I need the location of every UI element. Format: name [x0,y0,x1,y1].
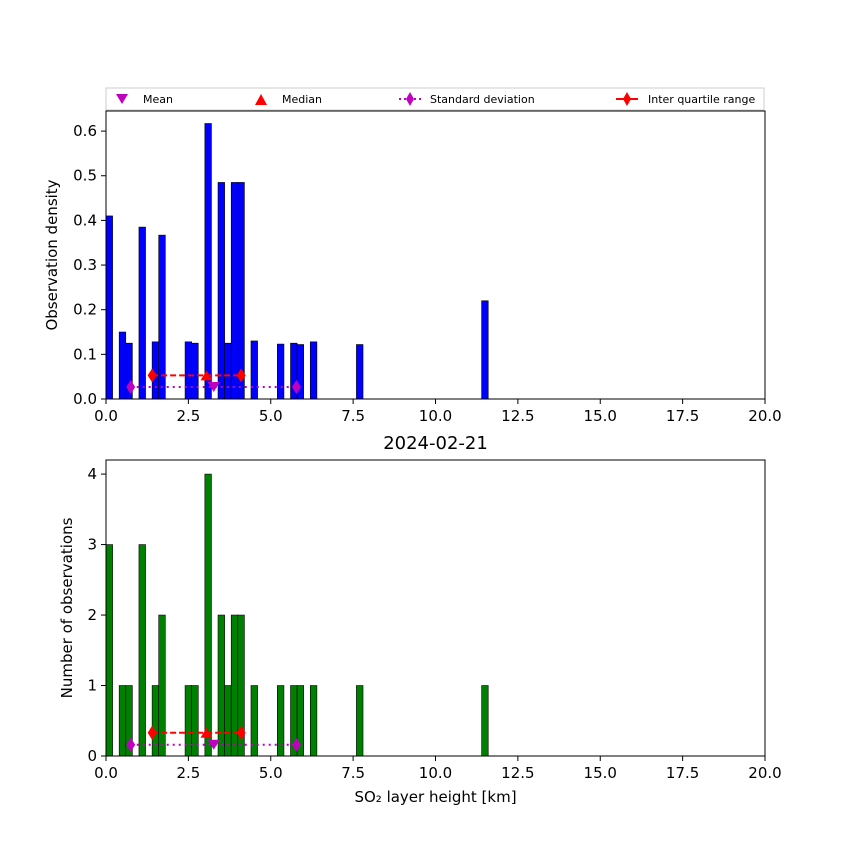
bar [184,341,192,400]
top-y-ticks: 0.0 0.1 0.2 0.3 0.4 0.5 0.6 [73,122,106,408]
iqr-marker [147,725,157,740]
bar [138,226,146,400]
x-tick-label: 12.5 [501,407,534,425]
legend-box [105,87,765,111]
y-tick-label: 2 [87,606,97,624]
bar [481,300,489,400]
legend-label-iqr: Inter quartile range [648,93,755,106]
y-tick-label: 4 [87,465,97,483]
bar [481,685,489,757]
y-tick-label: 3 [87,536,97,554]
bottom-x-ticks: 0.0 2.5 5.0 7.5 10.0 12.5 15.0 17.5 20.0 [94,756,782,782]
x-tick-label: 5.0 [259,764,283,782]
x-tick-label: 20.0 [748,407,781,425]
x-tick-label: 17.5 [666,764,699,782]
y-tick-label: 0.3 [73,256,97,274]
std-marker [126,737,136,752]
x-tick-label: 15.0 [584,764,617,782]
y-tick-label: 0.4 [73,211,97,229]
bar [138,544,146,757]
bar [277,685,285,757]
bar [204,473,212,757]
bar [250,340,258,400]
bottom-y-ticks: 0 1 2 3 4 [87,465,106,765]
bar [309,685,318,757]
bottom-y-axis-label: Number of observations [58,517,76,698]
bar [356,685,364,757]
x-tick-label: 2.5 [176,407,200,425]
bar [118,685,127,757]
top-x-ticks: 0.0 2.5 5.0 7.5 10.0 12.5 15.0 17.5 20.0 [94,399,782,425]
y-tick-label: 0.1 [73,345,97,363]
bar [204,123,212,400]
legend: Mean Median Standard deviation Inter qua… [105,87,765,111]
bar [309,341,318,400]
x-tick-label: 7.5 [341,407,365,425]
bottom-stats [126,725,301,752]
x-tick-label: 12.5 [501,764,534,782]
x-tick-label: 10.0 [419,407,452,425]
bottom-bars [105,473,489,757]
top-y-axis-label: Observation density [43,179,61,330]
y-tick-label: 0.2 [73,301,97,319]
median-marker [200,727,213,738]
top-stats [126,368,301,394]
x-tick-label: 0.0 [94,407,118,425]
x-tick-label: 20.0 [748,764,781,782]
iqr-marker [236,725,246,740]
iqr-marker [147,368,157,383]
bar [356,344,364,400]
legend-entry-std: Standard deviation [399,92,535,106]
bar [105,544,113,757]
bar [217,182,225,400]
bar [277,343,285,400]
std-marker [126,379,136,394]
x-tick-label: 0.0 [94,764,118,782]
y-tick-label: 0.6 [73,122,97,140]
y-tick-label: 0.0 [73,390,97,408]
legend-label-std: Standard deviation [430,93,535,106]
bar [118,331,127,400]
bottom-chart-title: 2024-02-21 [383,433,488,454]
top-chart-panel: 0.0 2.5 5.0 7.5 10.0 12.5 15.0 17.5 20.0 0.00.10… [43,110,782,425]
legend-label-median: Median [282,93,322,106]
x-tick-label: 5.0 [259,407,283,425]
legend-entry-median: Median [255,93,322,106]
bar [224,342,232,400]
median-marker [200,370,213,381]
y-tick-label: 1 [87,677,97,695]
x-tick-label: 2.5 [176,764,200,782]
bar [158,614,166,757]
mean-marker [207,739,220,750]
std-marker [291,737,301,752]
x-tick-label: 15.0 [584,407,617,425]
legend-label-mean: Mean [143,93,173,106]
legend-entry-mean: Mean [116,93,173,106]
bottom-chart-panel: 2024-02-21 0.0 2.5 5.0 7.5 10.0 12.5 15.0 17.5 2… [58,433,782,806]
median-marker-icon [255,94,267,105]
bottom-x-axis-label: SO₂ layer height [km] [354,788,516,806]
bar [191,342,199,400]
x-tick-label: 7.5 [341,764,365,782]
x-tick-label: 10.0 [419,764,452,782]
bar [237,182,245,400]
top-bars [105,123,489,400]
bar [230,182,239,400]
bar [217,614,225,757]
iqr-marker [236,368,246,383]
std-marker [291,379,301,394]
y-tick-label: 0 [87,747,97,765]
x-tick-label: 17.5 [666,407,699,425]
y-tick-label: 0.5 [73,167,97,185]
legend-entry-iqr: Inter quartile range [616,92,755,106]
bar [230,614,239,757]
mean-marker [207,381,220,392]
bar [105,215,113,400]
mean-marker-icon [116,94,128,104]
iqr-marker-icon [623,92,631,106]
std-marker-icon [406,92,414,106]
